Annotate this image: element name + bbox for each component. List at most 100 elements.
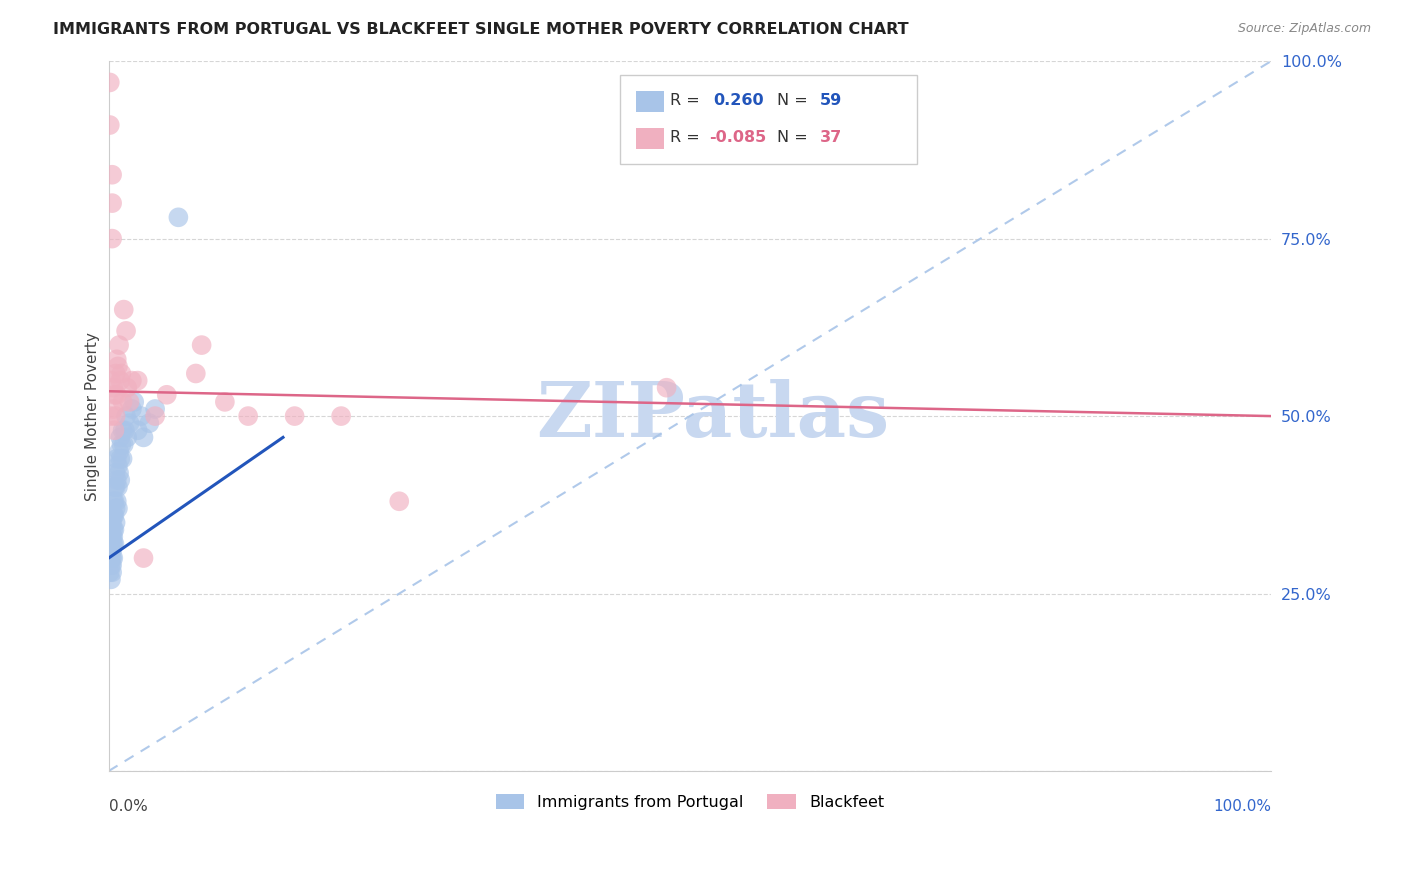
Point — [100, 374, 122, 388]
Point — [110, 430, 132, 444]
Point — [101, 566, 124, 580]
Point — [103, 480, 125, 494]
Text: N =: N = — [778, 129, 808, 145]
Point — [101, 544, 124, 558]
Point — [118, 416, 141, 430]
Point — [100, 409, 122, 423]
Point — [100, 551, 122, 566]
Point — [104, 501, 127, 516]
Point — [114, 423, 136, 437]
Point — [143, 409, 166, 423]
Point — [129, 409, 152, 423]
Point — [121, 374, 143, 388]
Point — [103, 388, 125, 402]
Point — [103, 494, 125, 508]
Point — [103, 523, 125, 537]
Point — [101, 516, 124, 530]
Point — [143, 402, 166, 417]
Point — [110, 374, 132, 388]
Point — [115, 324, 138, 338]
Point — [103, 551, 125, 566]
Point — [167, 211, 190, 225]
Point — [112, 302, 135, 317]
Legend: Immigrants from Portugal, Blackfeet: Immigrants from Portugal, Blackfeet — [489, 788, 890, 816]
Point — [112, 437, 135, 451]
FancyBboxPatch shape — [637, 128, 664, 149]
Point — [98, 537, 121, 551]
Point — [121, 402, 143, 417]
Text: N =: N = — [778, 93, 808, 108]
Point — [156, 388, 179, 402]
Text: ZIPatlas: ZIPatlas — [537, 379, 890, 453]
Point — [108, 444, 131, 458]
Text: 59: 59 — [820, 93, 842, 108]
Text: 0.0%: 0.0% — [108, 799, 148, 814]
Point — [101, 530, 124, 544]
Point — [104, 516, 127, 530]
Point — [107, 501, 129, 516]
Point — [98, 551, 121, 566]
Point — [104, 480, 127, 494]
Text: 100.0%: 100.0% — [1213, 799, 1271, 814]
Text: IMMIGRANTS FROM PORTUGAL VS BLACKFEET SINGLE MOTHER POVERTY CORRELATION CHART: IMMIGRANTS FROM PORTUGAL VS BLACKFEET SI… — [53, 22, 910, 37]
Text: R =: R = — [671, 129, 700, 145]
Point — [110, 437, 132, 451]
Point — [108, 338, 131, 352]
Point — [104, 367, 127, 381]
Point — [110, 451, 132, 466]
Point — [107, 359, 129, 374]
Point — [108, 466, 131, 480]
Point — [138, 416, 160, 430]
Y-axis label: Single Mother Poverty: Single Mother Poverty — [86, 332, 100, 500]
Point — [111, 451, 134, 466]
Point — [101, 537, 124, 551]
Text: Source: ZipAtlas.com: Source: ZipAtlas.com — [1237, 22, 1371, 36]
Point — [284, 409, 307, 423]
Point — [190, 338, 212, 352]
Text: 0.260: 0.260 — [713, 93, 763, 108]
Point — [103, 402, 125, 417]
Point — [132, 430, 155, 444]
Point — [107, 480, 129, 494]
FancyBboxPatch shape — [620, 75, 917, 164]
Point — [127, 374, 149, 388]
Text: -0.085: -0.085 — [710, 129, 766, 145]
Point — [104, 466, 127, 480]
Point — [110, 367, 132, 381]
Point — [101, 196, 124, 211]
Point — [132, 551, 155, 566]
Point — [103, 508, 125, 523]
Point — [184, 367, 207, 381]
Point — [115, 381, 138, 395]
Point — [655, 381, 678, 395]
Point — [103, 530, 125, 544]
Point — [101, 232, 124, 246]
Point — [110, 473, 132, 487]
Point — [101, 168, 124, 182]
Text: R =: R = — [671, 93, 700, 108]
Point — [98, 118, 121, 132]
Point — [101, 558, 124, 573]
Point — [115, 430, 138, 444]
Point — [330, 409, 353, 423]
Text: 37: 37 — [820, 129, 842, 145]
Point — [103, 523, 125, 537]
Point — [111, 423, 134, 437]
Point — [214, 395, 236, 409]
Point — [103, 508, 125, 523]
Point — [100, 523, 122, 537]
Point — [104, 409, 127, 423]
Point — [105, 352, 128, 367]
Point — [101, 551, 124, 566]
Point — [103, 537, 125, 551]
Point — [111, 395, 134, 409]
Point — [105, 451, 128, 466]
Point — [100, 530, 122, 544]
Point — [103, 423, 125, 437]
Point — [105, 494, 128, 508]
Point — [107, 458, 129, 473]
Point — [100, 544, 122, 558]
Point — [98, 566, 121, 580]
Point — [115, 409, 138, 423]
Point — [100, 573, 122, 587]
